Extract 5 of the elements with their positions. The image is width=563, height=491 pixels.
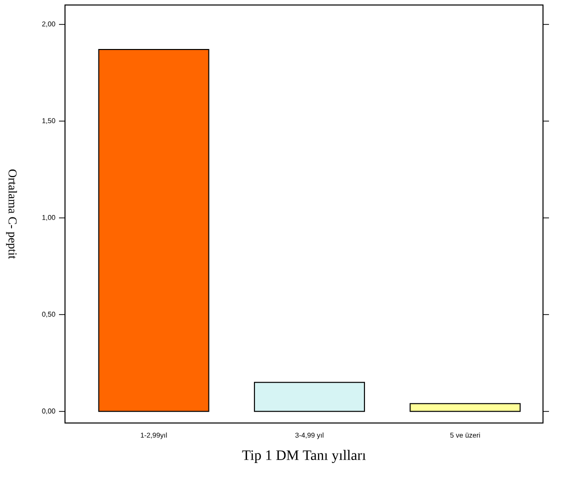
bar (98, 49, 210, 412)
y-axis-title: Ortalama C- peptit (6, 170, 17, 259)
x-axis-title: Tip 1 DM Tanı yılları (242, 450, 366, 464)
bar (410, 403, 521, 412)
bar (254, 382, 365, 412)
